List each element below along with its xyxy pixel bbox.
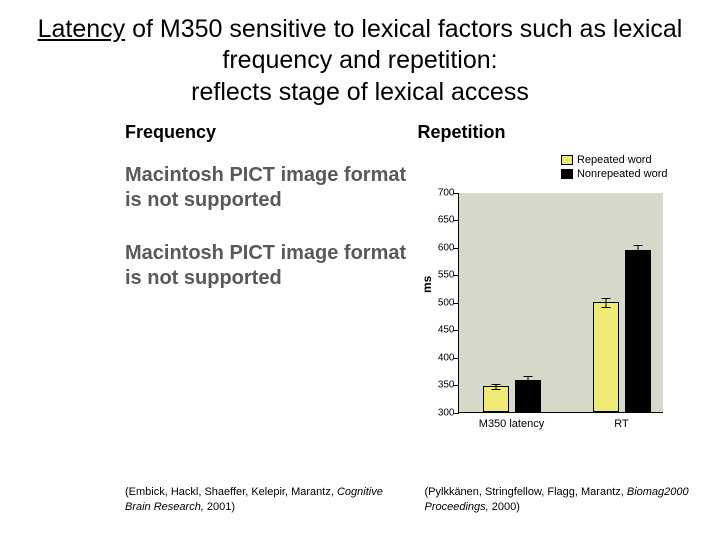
cite-tail: 2001) — [204, 501, 235, 513]
cite-text: (Pylkkänen, Stringfellow, Flagg, Marantz… — [425, 486, 627, 498]
y-tick-label: 300 — [425, 407, 455, 418]
x-category-label: M350 latency — [479, 418, 544, 430]
title-line2: reflects stage of lexical access — [191, 78, 529, 106]
error-bar — [605, 298, 606, 308]
plot-area: 300350400450500550600650700M350 latencyR… — [458, 193, 663, 413]
bar — [593, 302, 619, 412]
y-tick-label: 450 — [425, 325, 455, 336]
error-bar — [527, 376, 528, 387]
legend-label: Repeated word — [577, 153, 652, 167]
y-tick-label: 650 — [425, 215, 455, 226]
y-tick-label: 500 — [425, 297, 455, 308]
citations-row: (Embick, Hackl, Shaeffer, Kelepir, Maran… — [0, 485, 720, 514]
x-category-label: RT — [614, 418, 628, 430]
title-underlined: Latency — [38, 15, 126, 43]
legend-swatch — [561, 155, 573, 165]
y-tick-label: 400 — [425, 352, 455, 363]
cite-text: (Embick, Hackl, Shaeffer, Kelepir, Maran… — [125, 486, 337, 498]
y-tick-label: 700 — [425, 187, 455, 198]
y-tick-label: 350 — [425, 380, 455, 391]
legend-label: Nonrepeated word — [577, 167, 668, 181]
frequency-heading: Frequency — [125, 122, 408, 143]
y-axis-label: ms — [420, 275, 434, 292]
error-bar — [495, 384, 496, 391]
title-rest: of M350 sensitive to lexical factors suc… — [125, 15, 682, 74]
legend-swatch — [561, 169, 573, 179]
error-bar — [637, 245, 638, 257]
chart-legend: Repeated wordNonrepeated word — [561, 153, 668, 182]
slide-title: Latency of M350 sensitive to lexical fac… — [0, 0, 720, 108]
pict-placeholder-2: Macintosh PICT image format is not suppo… — [125, 241, 408, 291]
frequency-column: Frequency Macintosh PICT image format is… — [20, 122, 408, 453]
pict-placeholder-1: Macintosh PICT image format is not suppo… — [125, 163, 408, 213]
bar — [625, 250, 651, 412]
repetition-column: Repetition Repeated wordNonrepeated word… — [408, 122, 701, 453]
cite-tail: 2000) — [489, 501, 520, 513]
y-tick-label: 600 — [425, 242, 455, 253]
repetition-heading: Repetition — [418, 122, 701, 143]
content-columns: Frequency Macintosh PICT image format is… — [0, 122, 720, 453]
repetition-chart: Repeated wordNonrepeated word30035040045… — [418, 153, 678, 453]
repetition-citation: (Pylkkänen, Stringfellow, Flagg, Marantz… — [411, 485, 701, 514]
legend-item: Nonrepeated word — [561, 167, 668, 181]
frequency-citation: (Embick, Hackl, Shaeffer, Kelepir, Maran… — [20, 485, 411, 514]
legend-item: Repeated word — [561, 153, 668, 167]
